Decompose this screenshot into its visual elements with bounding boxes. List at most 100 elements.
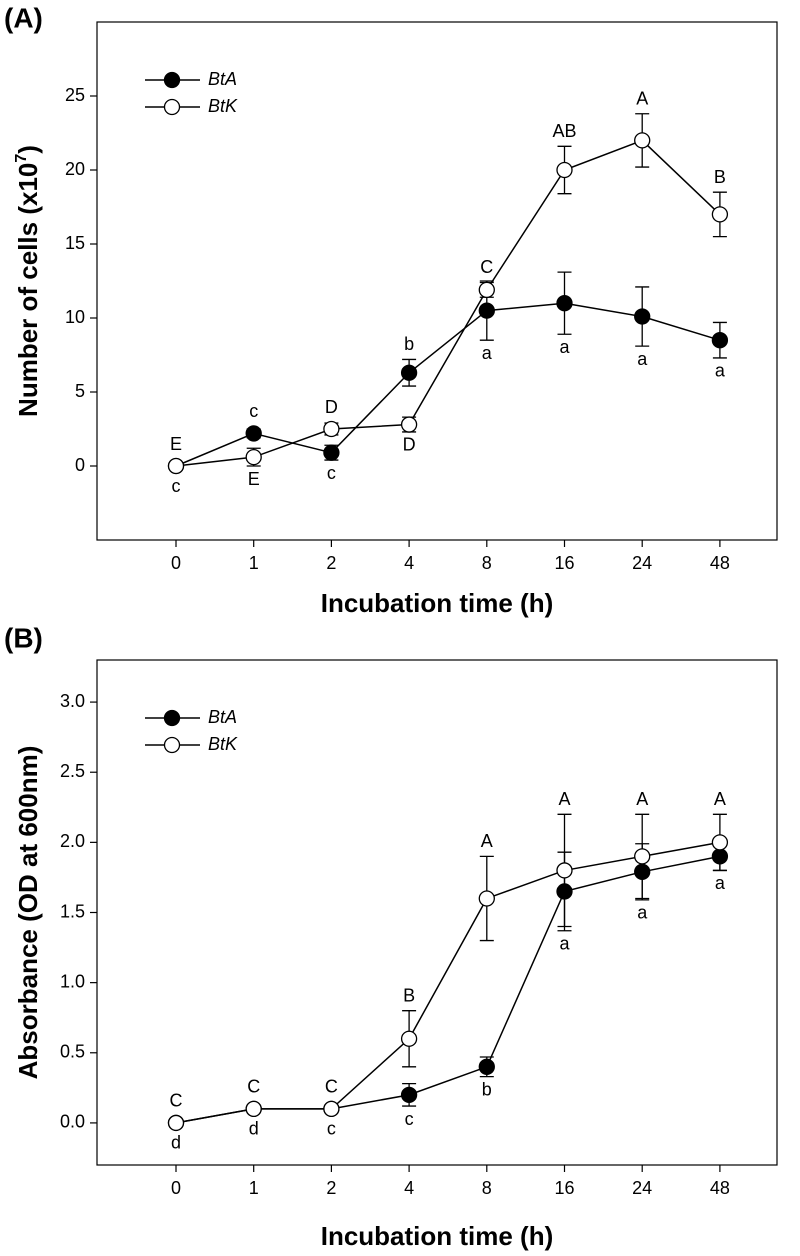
y-tick-label: 10 (65, 307, 85, 327)
y-tick-label: 3.0 (60, 691, 85, 711)
series-line (175, 139, 721, 467)
x-tick-label: 1 (249, 1178, 259, 1198)
y-tick-label: 0 (75, 455, 85, 475)
marker (556, 862, 573, 879)
marker (167, 1114, 185, 1132)
x-tick-label: 16 (554, 1178, 574, 1198)
point-label: D (325, 397, 338, 417)
point-label: a (559, 933, 570, 953)
point-label: a (715, 873, 726, 893)
point-label: E (248, 469, 260, 489)
point-label: D (403, 435, 416, 455)
point-label: AB (552, 121, 576, 141)
y-tick-label: 5 (75, 381, 85, 401)
x-tick-label: 0 (171, 1178, 181, 1198)
x-tick-label: 24 (632, 1178, 652, 1198)
point-label: a (637, 903, 648, 923)
panel-label: (B) (4, 622, 43, 653)
marker (556, 295, 573, 312)
marker (400, 416, 418, 433)
point-label: C (247, 1077, 260, 1097)
x-tick-label: 0 (171, 553, 181, 573)
point-label: E (170, 434, 182, 454)
marker (478, 302, 495, 319)
y-tick-label: 1.5 (60, 901, 85, 921)
x-tick-label: 4 (404, 553, 414, 573)
marker (400, 364, 418, 381)
y-tick-label: 25 (65, 85, 85, 105)
legend-marker (163, 71, 181, 89)
y-axis-label-part: 7 (13, 154, 30, 163)
point-label: a (559, 337, 570, 357)
y-tick-label: 15 (65, 233, 85, 253)
marker (478, 890, 495, 907)
x-tick-label: 8 (482, 1178, 492, 1198)
marker (245, 448, 262, 466)
marker (400, 1086, 418, 1104)
x-tick-label: 48 (710, 1178, 730, 1198)
x-tick-label: 4 (404, 1178, 414, 1198)
point-label: c (327, 463, 336, 483)
x-tick-label: 2 (326, 553, 336, 573)
point-label: A (558, 789, 570, 809)
legend-label: BtA (208, 69, 237, 89)
series-line (175, 841, 721, 1124)
point-label: c (327, 1119, 336, 1139)
y-tick-label: 20 (65, 159, 85, 179)
x-tick-label: 2 (326, 1178, 336, 1198)
marker (323, 1100, 340, 1118)
x-tick-label: 16 (554, 553, 574, 573)
point-label: A (636, 789, 648, 809)
marker (478, 281, 495, 299)
y-axis-label-part: Absorbance (OD at 600nm) (13, 746, 43, 1080)
marker (711, 206, 729, 223)
y-tick-label: 2.5 (60, 761, 85, 781)
y-axis-label: Number of cells (x107) (13, 145, 43, 417)
marker (478, 1058, 495, 1075)
point-label: A (636, 89, 648, 109)
marker (245, 425, 262, 442)
marker (323, 444, 340, 461)
y-tick-label: 2.0 (60, 831, 85, 851)
legend-marker (163, 98, 181, 116)
panel-label: (A) (4, 2, 43, 33)
y-axis-label-part: Number of cells (x10 (13, 163, 43, 417)
legend-label: BtK (208, 96, 238, 116)
point-label: d (171, 1133, 181, 1153)
marker (556, 161, 573, 179)
legend-label: BtK (208, 734, 238, 754)
point-label: B (714, 167, 726, 187)
point-label: C (170, 1091, 183, 1111)
point-label: A (714, 789, 726, 809)
y-axis-label-part: ) (13, 145, 43, 154)
series-line (175, 302, 721, 467)
point-label: d (249, 1119, 259, 1139)
marker (711, 834, 729, 851)
legend-marker (163, 709, 181, 727)
y-axis-label: Absorbance (OD at 600nm) (13, 746, 43, 1080)
point-label: C (480, 257, 493, 277)
marker (634, 132, 651, 149)
x-tick-label: 24 (632, 553, 652, 573)
point-label: c (172, 476, 181, 496)
y-tick-label: 0.5 (60, 1042, 85, 1062)
marker (400, 1030, 418, 1047)
y-tick-label: 0.0 (60, 1112, 85, 1132)
marker (245, 1100, 262, 1118)
point-label: b (404, 334, 414, 354)
legend-marker (163, 736, 181, 754)
point-label: a (482, 343, 493, 363)
point-label: A (481, 831, 493, 851)
marker (634, 848, 651, 865)
x-axis-label: Incubation time (h) (321, 1221, 554, 1251)
marker (634, 308, 651, 325)
point-label: C (325, 1077, 338, 1097)
legend-label: BtA (208, 707, 237, 727)
point-label: c (405, 1109, 414, 1129)
marker (323, 420, 340, 438)
x-tick-label: 8 (482, 553, 492, 573)
x-tick-label: 48 (710, 553, 730, 573)
x-axis-label: Incubation time (h) (321, 588, 554, 618)
plot-frame (96, 21, 778, 541)
